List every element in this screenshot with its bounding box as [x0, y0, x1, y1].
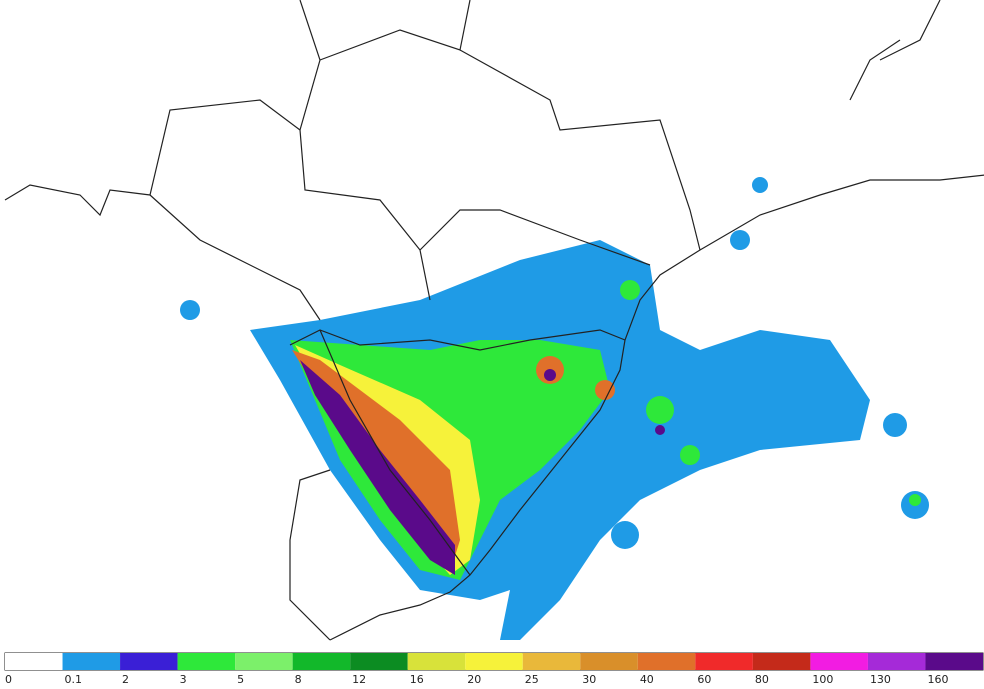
colorbar-label: 130: [870, 673, 891, 686]
colorbar-swatch: [350, 653, 408, 670]
colorbar-label: 25: [525, 673, 539, 686]
colorbar-label: 20: [467, 673, 481, 686]
colorbar-swatch: [867, 653, 926, 670]
colorbar-swatch: [465, 653, 523, 670]
colorbar-swatch: [292, 653, 351, 670]
colorbar-label: 60: [697, 673, 711, 686]
borders: [4, 0, 984, 641]
colorbar-label: 0: [5, 673, 12, 686]
colorbar-label: 160: [927, 673, 948, 686]
colorbar-swatch: [752, 653, 811, 670]
colorbar-label: 100: [812, 673, 833, 686]
colorbar-swatch: [120, 653, 178, 670]
colorbar-swatch: [522, 653, 581, 670]
colorbar-label: 5: [237, 673, 244, 686]
colorbar-swatch: [62, 653, 121, 670]
colorbar-label: 8: [295, 673, 302, 686]
colorbar-label: 3: [180, 673, 187, 686]
colorbar-swatch: [580, 653, 638, 670]
colorbar-label: 2: [122, 673, 129, 686]
precipitation-field: [180, 177, 929, 640]
colorbar-label: 40: [640, 673, 654, 686]
colorbar: 0 0.1 2 3 5 8 12 16 20 25 30 40 60 80 100 130 160: [5, 653, 983, 686]
colorbar-swatch: [695, 653, 753, 670]
colorbar-label: 12: [352, 673, 366, 686]
colorbar-swatch: [177, 653, 236, 670]
colorbar-label: 80: [755, 673, 769, 686]
colorbar-swatch: [637, 653, 696, 670]
colorbar-label: 0.1: [65, 673, 83, 686]
colorbar-swatch: [5, 653, 63, 670]
colorbar-label: 30: [582, 673, 596, 686]
colorbar-swatch: [810, 653, 868, 670]
colorbar-swatch: [235, 653, 293, 670]
colorbar-label: 16: [410, 673, 424, 686]
colorbar-swatch: [407, 653, 466, 670]
colorbar-swatch: [925, 653, 983, 670]
